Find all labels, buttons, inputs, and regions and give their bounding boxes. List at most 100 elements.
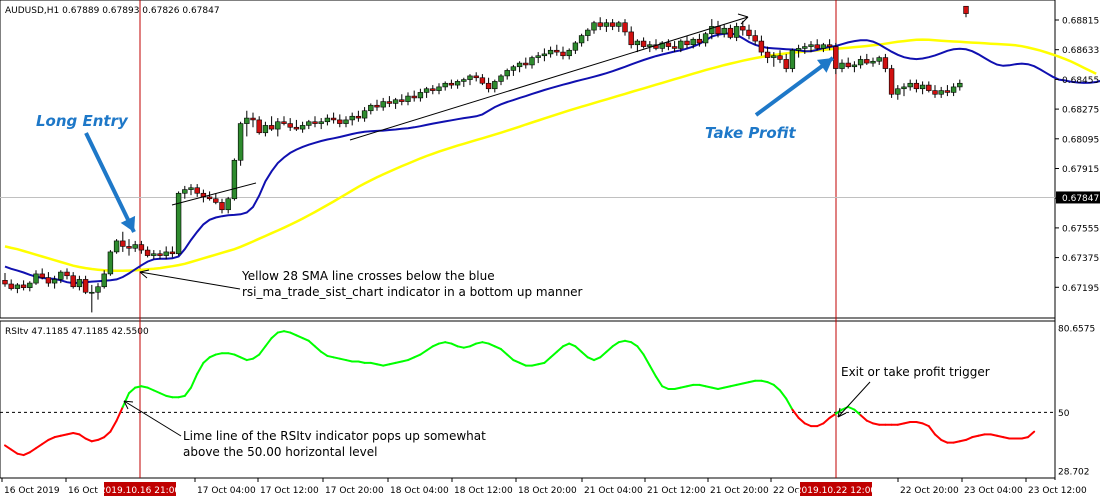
time-axis-label: 16 Oct 2019 [4,486,60,496]
candle [126,239,132,256]
bear-candle-body [20,284,27,288]
bear-candle-body [882,57,889,69]
rsi-segment [673,386,682,390]
rsi-segment [264,337,273,348]
bear-candle-body [268,125,275,130]
bull-candle-body [839,62,845,69]
rsi-segment [791,408,800,419]
candle [684,35,690,49]
candle [541,48,548,62]
candle [603,19,610,32]
rsi-segment [661,385,670,390]
bear-candle-body [293,126,300,130]
bull-candle-body [299,125,306,130]
long-entry-arrow-head [120,215,136,232]
candle [795,44,802,58]
rsi-segment [965,436,974,441]
rsi-segment [766,381,775,386]
trendline-arrowhead [737,13,749,25]
rsi-segment [518,361,527,367]
bull-candle-body [919,84,926,90]
price-annotation: Yellow 28 SMA line crosses below the blu… [241,269,583,299]
price-scale-label: 0.68095 [1062,135,1099,145]
candle [45,272,52,287]
candle [2,273,8,287]
time-axis-label: 17 Oct 04:00 [197,486,256,496]
price-annotation-line1: Yellow 28 SMA line crosses below the blu… [241,269,495,283]
candle [609,19,616,31]
rsi-segment [177,394,186,399]
rsi-segment [605,345,614,353]
rsi-segment [977,433,986,437]
bull-candle-body [101,273,107,288]
candle [733,22,740,42]
candle [572,41,579,54]
rsi-segment [450,342,459,348]
rsi-segment [853,408,862,417]
bull-candle-body [244,117,250,124]
bear-candle-body [250,117,256,121]
candle [101,270,107,289]
bull-candle-body [572,42,579,51]
candle [671,41,678,53]
bull-candle-body [566,49,572,57]
bull-candle-body [361,110,368,119]
candle [343,116,349,128]
rsi-segment [648,364,657,378]
rsi-segment [872,422,881,426]
rsi-segment [989,433,998,437]
candle [324,114,331,126]
rsi-segment [10,448,19,455]
rsi-segment [90,438,99,443]
candle [8,279,14,291]
time-axis-label: 22 Oct 20:00 [900,486,959,496]
rsi-segment [307,339,316,348]
bull-candle-body [907,82,913,88]
bear-candle-body [727,27,734,38]
rsi-ma-blue-line [4,32,1100,285]
exit-pointer [837,381,871,418]
bull-candle-body [324,117,331,123]
bear-candle-body [169,251,176,255]
bull-candle-body [175,192,182,255]
bull-candle-body [578,35,585,44]
time-axis-label: 16 Oct [68,486,98,496]
price-scale-label: 0.68815 [1062,17,1099,27]
rsi-segment [586,356,595,362]
candle [157,250,163,260]
rsi-pointer-arrowhead [123,400,134,410]
entry-time-marker-label: 2019.10.16 21:00 [100,486,181,496]
bull-candle-body [647,44,653,47]
candle [622,19,628,36]
candle [132,240,138,252]
candle [237,121,244,166]
bear-candle-body [448,82,455,86]
price-annotation-pointer [139,271,241,290]
candle [244,110,250,137]
rsi-segment [208,353,217,359]
bull-candle-body [870,60,876,64]
bull-candle-body [690,38,696,46]
bull-candle-body [516,62,523,68]
rsi-segment [469,342,478,348]
rsi-segment [723,385,732,389]
rsi-segment [419,349,428,356]
bull-candle-body [349,115,355,121]
bear-candle-body [665,42,672,47]
bear-candle-body [411,95,417,99]
trendline-1 [171,182,257,206]
rsi-segment [549,350,558,359]
bull-candle-body [33,273,39,284]
rsi-segment [971,434,980,439]
bear-candle-body [138,244,145,251]
rsi-segment [555,345,564,353]
bull-candle-body [492,81,498,90]
bull-candle-body [733,26,740,38]
rsi-scale-label: 80.6575 [1058,325,1095,335]
rsi-segment [748,379,757,384]
candle [479,74,486,86]
bull-candle-body [442,82,448,88]
bull-candle-body [616,22,622,27]
rsi-segment [611,341,620,348]
